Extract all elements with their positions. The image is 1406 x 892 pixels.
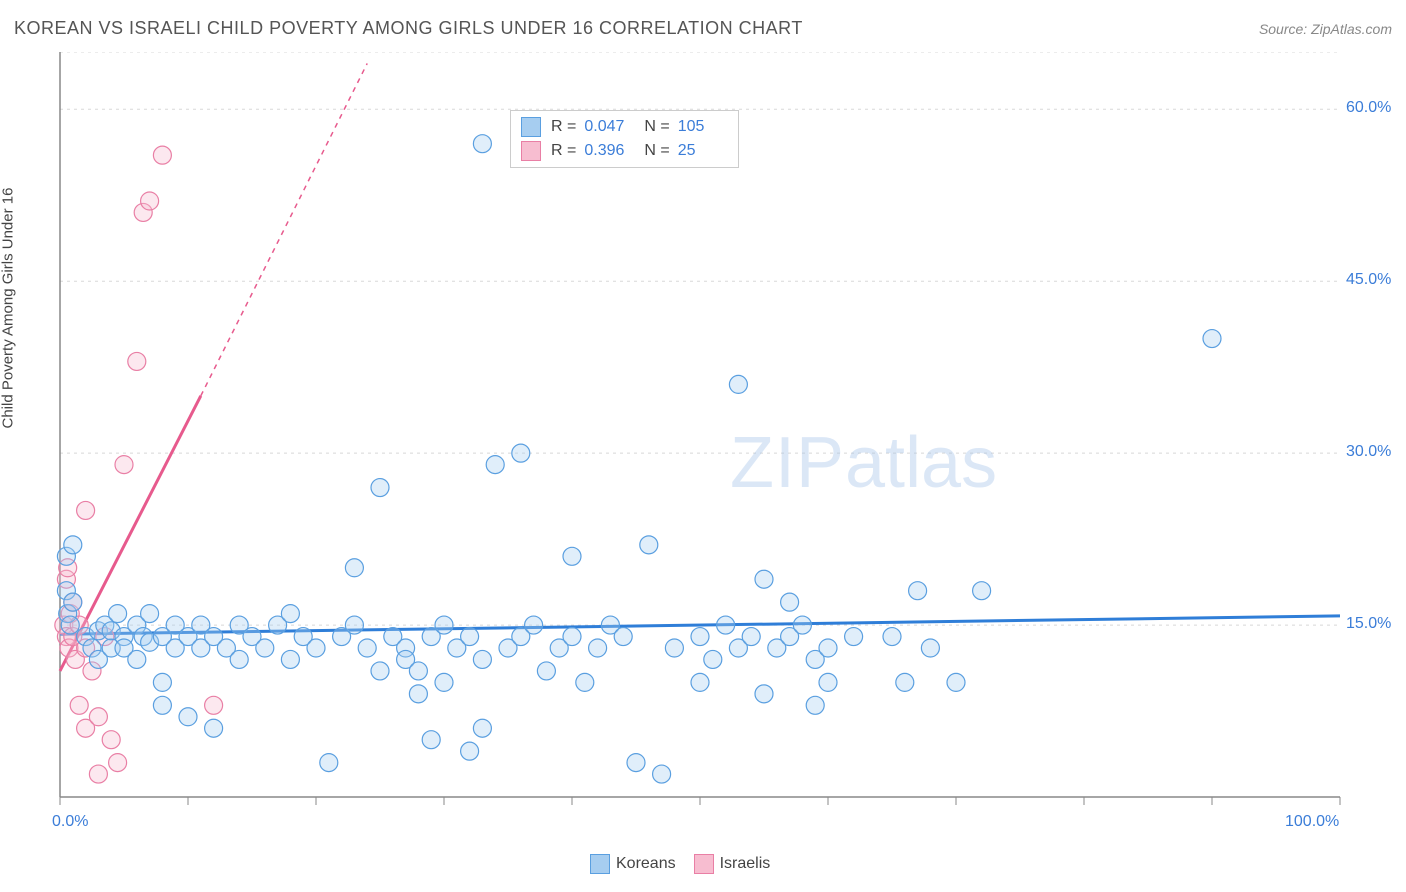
stats-legend: R = 0.047 N = 105 R = 0.396 N = 25: [510, 110, 739, 168]
y-tick-label: 45.0%: [1346, 271, 1354, 289]
source-prefix: Source:: [1259, 21, 1311, 37]
y-tick-label: 30.0%: [1346, 443, 1354, 461]
source-attribution: Source: ZipAtlas.com: [1259, 21, 1392, 37]
legend-item-israelis: Israelis: [694, 854, 771, 874]
y-tick-label: 15.0%: [1346, 615, 1354, 633]
r-value-koreans: 0.047: [584, 118, 634, 136]
x-tick-label: 0.0%: [52, 813, 88, 831]
chart-header: KOREAN VS ISRAELI CHILD POVERTY AMONG GI…: [14, 18, 1392, 39]
stats-row-israelis: R = 0.396 N = 25: [521, 139, 728, 163]
y-tick-label: 60.0%: [1346, 99, 1354, 117]
swatch-israelis: [694, 854, 714, 874]
r-label: R =: [551, 118, 576, 136]
chart-title: KOREAN VS ISRAELI CHILD POVERTY AMONG GI…: [14, 18, 803, 39]
r-label: R =: [551, 142, 576, 160]
n-value-koreans: 105: [678, 118, 728, 136]
x-tick-label: 100.0%: [1285, 813, 1339, 831]
swatch-koreans: [521, 117, 541, 137]
legend-label-koreans: Koreans: [616, 855, 676, 873]
source-name: ZipAtlas.com: [1311, 21, 1392, 37]
n-label: N =: [644, 118, 669, 136]
stats-row-koreans: R = 0.047 N = 105: [521, 115, 728, 139]
swatch-koreans: [590, 854, 610, 874]
series-legend: Koreans Israelis: [590, 854, 770, 874]
n-value-israelis: 25: [678, 142, 728, 160]
r-value-israelis: 0.396: [584, 142, 634, 160]
legend-label-israelis: Israelis: [720, 855, 771, 873]
legend-item-koreans: Koreans: [590, 854, 676, 874]
chart-area: ZIPatlas R = 0.047 N = 105 R = 0.396 N =…: [50, 52, 1350, 822]
y-axis-label: Child Poverty Among Girls Under 16: [0, 188, 17, 429]
swatch-israelis: [521, 141, 541, 161]
n-label: N =: [644, 142, 669, 160]
